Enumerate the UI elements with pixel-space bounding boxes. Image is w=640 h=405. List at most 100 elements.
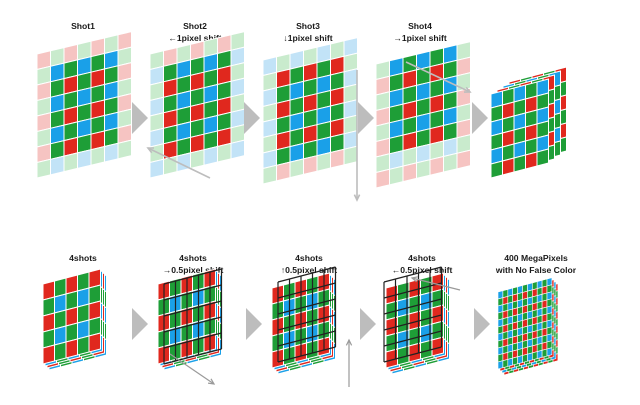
label-shot2: Shot2 ←1pixel shift	[130, 20, 260, 44]
grid-line	[277, 314, 336, 331]
label-400mp-subtitle: with No False Color	[495, 265, 577, 275]
sensor-cell	[497, 360, 504, 370]
grid-line	[277, 330, 336, 347]
sensor-cell	[525, 151, 538, 170]
grid-line	[277, 282, 336, 299]
sensor-cell	[330, 148, 345, 169]
sensor-cell	[546, 347, 553, 357]
label-shot4-subtitle: →1pixel shift	[393, 33, 447, 43]
sensor-cell	[527, 352, 533, 362]
grid-shot4	[375, 40, 471, 189]
grid-line	[163, 332, 222, 349]
grid-line	[383, 346, 442, 363]
shift-arrow-icon	[146, 147, 155, 154]
chevron-right-icon	[132, 308, 148, 340]
sensor-cell	[77, 149, 92, 170]
label-shot3-subtitle: ↓1pixel shift	[283, 33, 333, 43]
grid-line	[277, 346, 336, 363]
sensor-cell	[343, 145, 358, 166]
grid-shot3	[262, 36, 358, 185]
sensor-cell	[402, 162, 417, 183]
shift-arrow-icon	[147, 147, 211, 179]
sensor-cell	[443, 152, 458, 173]
grid-line	[277, 298, 336, 315]
grid-line	[163, 348, 222, 365]
sensor-cell	[289, 158, 304, 179]
grid-line	[383, 266, 442, 283]
sensor-cell	[77, 335, 90, 356]
sensor-cell	[513, 154, 526, 173]
label-4shots-b-subtitle: →0.5pixel shift	[162, 265, 224, 275]
label-4shots-c-subtitle: ↑0.5pixel shift	[280, 265, 338, 275]
sensor-cell	[502, 157, 515, 176]
sensor-cell	[431, 336, 444, 357]
sensor-cell	[230, 139, 245, 160]
grid-line	[383, 314, 442, 331]
sensor-cell	[541, 348, 548, 358]
chevron-right-icon	[244, 102, 260, 134]
grid-4shots-c	[271, 266, 337, 375]
label-4shots-d-title: 4shots	[408, 253, 436, 263]
sensor-cell	[276, 161, 291, 182]
sensor-cell	[88, 332, 101, 353]
grid-shot2	[149, 30, 245, 179]
shift-arrow-icon	[169, 353, 215, 385]
shift-arrow-icon	[463, 86, 472, 93]
sensor-cell	[536, 148, 549, 167]
grid-4shots-a	[42, 268, 107, 371]
sensor-cell	[50, 155, 65, 176]
grid-line	[163, 300, 222, 317]
chevron-right-icon	[472, 102, 488, 134]
sensor-cell	[507, 357, 514, 367]
label-shot3-title: Shot3	[296, 21, 320, 31]
chevron-right-icon	[246, 308, 262, 340]
sensor-cell	[522, 353, 528, 363]
sensor-cell	[262, 164, 277, 185]
sensor-cell	[149, 158, 164, 179]
grid-4shots-b	[157, 268, 223, 371]
label-4shots-b-title: 4shots	[179, 253, 207, 263]
grid-line	[383, 298, 442, 315]
label-4shots-d-subtitle: ←0.5pixel shift	[391, 265, 453, 275]
label-400mp: 400 MegaPixels with No False Color	[471, 252, 601, 276]
shift-arrow-icon	[405, 61, 471, 93]
sensor-cell	[416, 159, 431, 180]
label-4shots-a-title: 4shots	[69, 253, 97, 263]
grid-line	[163, 284, 222, 301]
sensor-cell	[117, 139, 132, 160]
grid-line	[163, 268, 222, 285]
shift-arrow-icon	[410, 276, 418, 283]
chevron-right-icon	[358, 102, 374, 134]
label-4shots-d: 4shots ←0.5pixel shift	[357, 252, 487, 276]
sensor-cell	[303, 155, 318, 176]
sensor-cell	[203, 145, 218, 166]
label-shot2-subtitle: ←1pixel shift	[168, 33, 222, 43]
grid-line	[163, 316, 222, 333]
chevron-right-icon	[474, 308, 490, 340]
grid-shot1	[36, 30, 132, 179]
grid-line	[383, 330, 442, 347]
label-shot1: Shot1	[18, 20, 148, 32]
shift-arrow-icon	[207, 378, 216, 385]
sensor-cell	[490, 160, 503, 179]
sensor-cell	[190, 149, 205, 170]
label-4shots-c: 4shots ↑0.5pixel shift	[244, 252, 374, 276]
shift-arrow-icon	[411, 277, 461, 291]
sensor-cell	[104, 142, 119, 163]
sensor-cell	[375, 168, 390, 189]
sensor-cell	[54, 341, 67, 362]
label-4shots-c-title: 4shots	[295, 253, 323, 263]
label-shot3: Shot3 ↓1pixel shift	[243, 20, 373, 44]
arrows	[132, 61, 490, 387]
shift-arrow-icon	[353, 194, 361, 202]
grid-4shots-d	[383, 266, 450, 375]
sensor-cell	[389, 165, 404, 186]
label-shot2-title: Shot2	[183, 21, 207, 31]
sensor-cell	[36, 158, 51, 179]
grid-line	[383, 282, 442, 299]
sensor-cell	[517, 355, 523, 365]
sensor-cell	[316, 151, 331, 172]
sensor-cell	[217, 142, 232, 163]
